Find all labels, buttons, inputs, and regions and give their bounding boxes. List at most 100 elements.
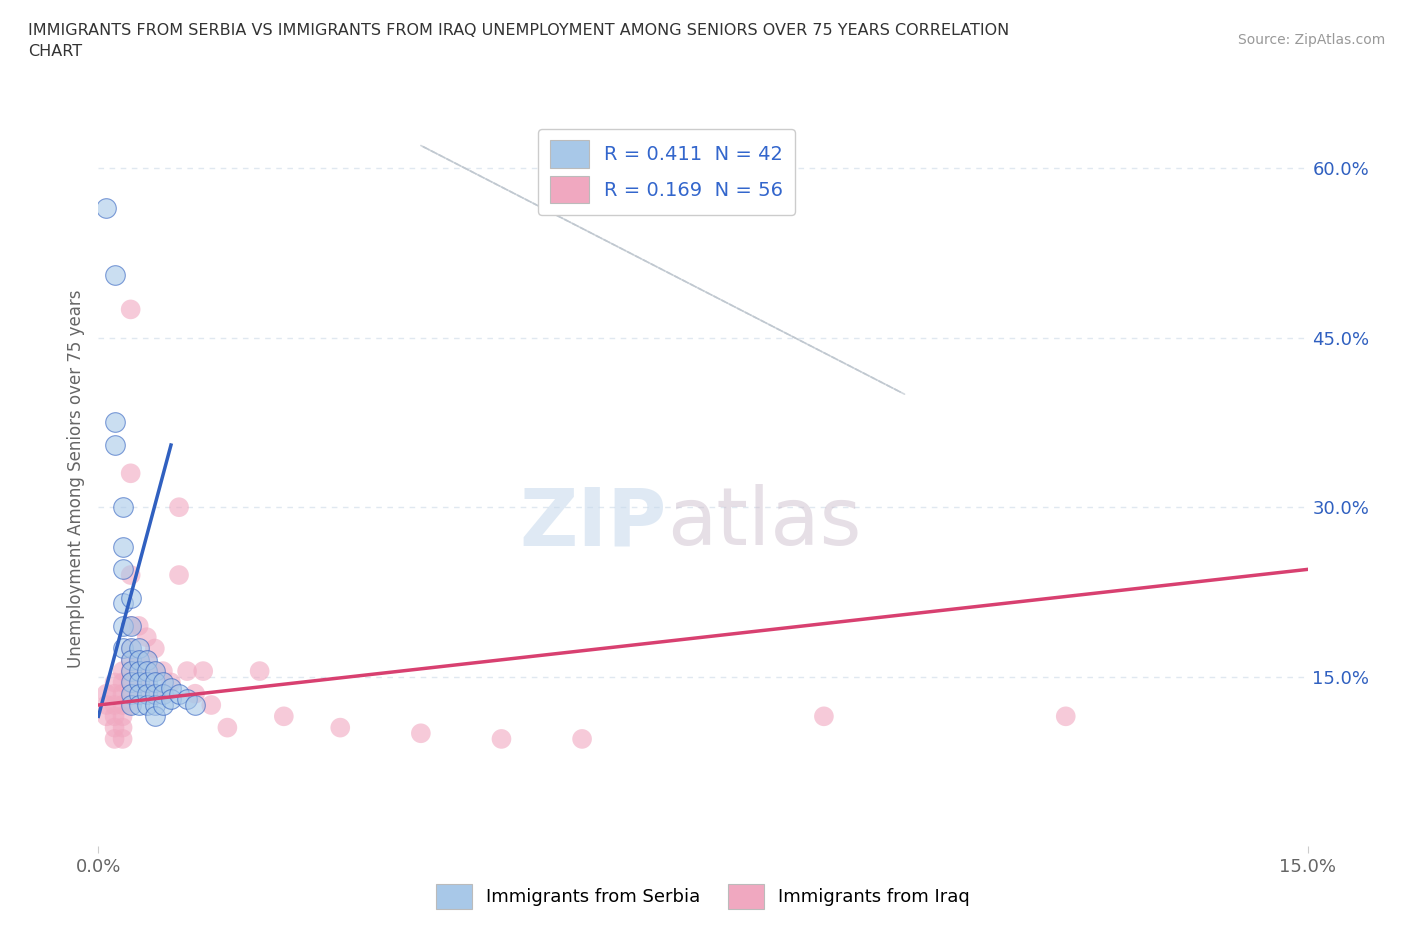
- Point: [167, 686, 190, 701]
- Point: [120, 641, 142, 656]
- Point: [128, 652, 150, 667]
- Point: [176, 692, 198, 707]
- Point: [128, 664, 150, 679]
- Point: [143, 641, 166, 656]
- Point: [128, 675, 150, 690]
- Point: [143, 675, 166, 690]
- Point: [111, 596, 134, 611]
- Point: [111, 499, 134, 514]
- Point: [111, 720, 134, 735]
- Point: [120, 652, 142, 667]
- Point: [184, 686, 207, 701]
- Text: ZIP: ZIP: [519, 484, 666, 562]
- Point: [103, 709, 125, 724]
- Point: [143, 664, 166, 679]
- Point: [120, 698, 142, 712]
- Point: [120, 641, 142, 656]
- Point: [120, 675, 142, 690]
- Point: [120, 652, 142, 667]
- Point: [143, 686, 166, 701]
- Point: [152, 686, 174, 701]
- Point: [120, 302, 142, 317]
- Point: [96, 709, 118, 724]
- Point: [103, 675, 125, 690]
- Y-axis label: Unemployment Among Seniors over 75 years: Unemployment Among Seniors over 75 years: [66, 290, 84, 668]
- Point: [176, 664, 198, 679]
- Point: [128, 664, 150, 679]
- Point: [111, 709, 134, 724]
- Point: [120, 618, 142, 633]
- Point: [143, 664, 166, 679]
- Point: [143, 686, 166, 701]
- Legend: Immigrants from Serbia, Immigrants from Iraq: Immigrants from Serbia, Immigrants from …: [429, 876, 977, 916]
- Point: [111, 618, 134, 633]
- Point: [135, 664, 157, 679]
- Point: [329, 720, 352, 735]
- Point: [120, 618, 142, 633]
- Point: [152, 664, 174, 679]
- Legend: R = 0.411  N = 42, R = 0.169  N = 56: R = 0.411 N = 42, R = 0.169 N = 56: [538, 128, 796, 215]
- Point: [111, 732, 134, 747]
- Point: [103, 720, 125, 735]
- Point: [120, 567, 142, 582]
- Point: [96, 200, 118, 215]
- Point: [273, 709, 295, 724]
- Point: [193, 664, 215, 679]
- Point: [128, 686, 150, 701]
- Point: [217, 720, 239, 735]
- Point: [96, 698, 118, 712]
- Point: [167, 499, 190, 514]
- Point: [120, 466, 142, 481]
- Point: [143, 709, 166, 724]
- Point: [135, 664, 157, 679]
- Point: [103, 268, 125, 283]
- Point: [120, 698, 142, 712]
- Point: [103, 438, 125, 453]
- Point: [152, 686, 174, 701]
- Point: [111, 641, 134, 656]
- Point: [111, 675, 134, 690]
- Point: [409, 725, 432, 740]
- Point: [120, 686, 142, 701]
- Point: [571, 732, 593, 747]
- Point: [111, 562, 134, 577]
- Point: [120, 591, 142, 605]
- Point: [128, 618, 150, 633]
- Point: [128, 675, 150, 690]
- Point: [128, 652, 150, 667]
- Point: [135, 675, 157, 690]
- Text: atlas: atlas: [666, 484, 860, 562]
- Point: [184, 698, 207, 712]
- Point: [111, 686, 134, 701]
- Point: [813, 709, 835, 724]
- Point: [1054, 709, 1077, 724]
- Point: [120, 686, 142, 701]
- Point: [135, 675, 157, 690]
- Point: [128, 686, 150, 701]
- Point: [152, 675, 174, 690]
- Point: [135, 630, 157, 644]
- Point: [135, 652, 157, 667]
- Point: [111, 698, 134, 712]
- Point: [491, 732, 513, 747]
- Text: IMMIGRANTS FROM SERBIA VS IMMIGRANTS FROM IRAQ UNEMPLOYMENT AMONG SENIORS OVER 7: IMMIGRANTS FROM SERBIA VS IMMIGRANTS FRO…: [28, 23, 1010, 60]
- Point: [160, 692, 183, 707]
- Point: [135, 698, 157, 712]
- Point: [120, 664, 142, 679]
- Point: [249, 664, 271, 679]
- Point: [200, 698, 222, 712]
- Point: [96, 686, 118, 701]
- Point: [120, 664, 142, 679]
- Point: [143, 698, 166, 712]
- Point: [135, 686, 157, 701]
- Point: [103, 415, 125, 430]
- Point: [167, 567, 190, 582]
- Point: [135, 652, 157, 667]
- Point: [128, 641, 150, 656]
- Point: [111, 539, 134, 554]
- Point: [160, 681, 183, 696]
- Point: [103, 698, 125, 712]
- Point: [120, 675, 142, 690]
- Point: [103, 686, 125, 701]
- Point: [111, 664, 134, 679]
